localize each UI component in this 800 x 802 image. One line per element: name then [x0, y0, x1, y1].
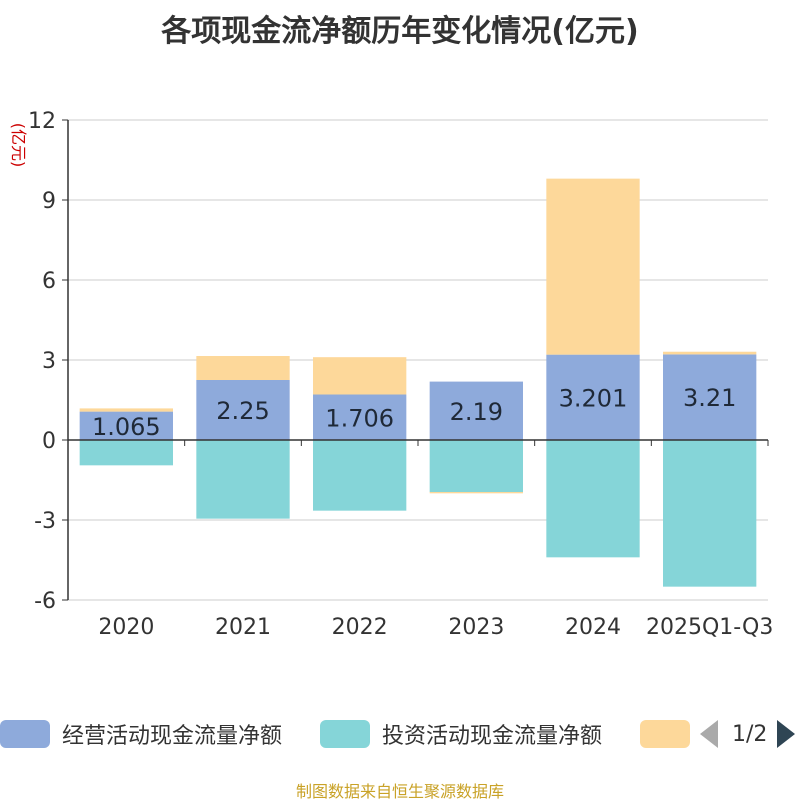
bar-2020-series0 — [79, 411, 173, 440]
source-note: 制图数据来自恒生聚源数据库 — [295, 782, 504, 801]
bar-2022-series0 — [313, 394, 407, 440]
bar-2023-series1 — [429, 440, 523, 492]
data-label-2024: 3.201 — [559, 384, 628, 412]
y-tick-label: 12 — [28, 109, 56, 134]
data-label-2020: 1.065 — [92, 413, 161, 441]
bar-2024-series0 — [546, 354, 640, 440]
y-tick-label: 0 — [42, 429, 56, 454]
bar-2020-series2 — [79, 408, 173, 412]
y-tick-label: -6 — [34, 589, 56, 614]
data-labels: 1.065 2.25 1.706 2.19 3.201 3.21 — [92, 384, 736, 441]
y-tick-label: 6 — [42, 269, 56, 294]
chart-title: 各项现金流净额历年变化情况(亿元) — [161, 14, 639, 49]
x-tick-label-2025Q1-Q3: 2025Q1-Q3 — [646, 615, 773, 640]
legend-item-investing[interactable]: 投资活动现金流量净额 — [320, 716, 602, 752]
legend-label-investing: 投资活动现金流量净额 — [382, 724, 603, 749]
data-label-2023: 2.19 — [450, 398, 503, 426]
legend-item-financing[interactable] — [640, 716, 702, 752]
legend: 经营活动现金流量净额 投资活动现金流量净额 1/2 — [0, 716, 800, 752]
x-tick-label-2022: 2022 — [332, 615, 388, 640]
legend-swatch-operating — [0, 720, 50, 748]
data-label-2025Q1-Q3: 3.21 — [683, 384, 736, 412]
chart-svg: -6 -3 0 3 6 9 12 2020 2021 2022 2023 2024 2025Q1-Q3 (… — [9, 109, 773, 640]
x-tick-label-2024: 2024 — [565, 615, 621, 640]
bar-2024-series1 — [546, 440, 640, 558]
grid-lines — [68, 119, 768, 601]
bars — [79, 178, 757, 587]
pager-prev-icon[interactable] — [700, 720, 718, 748]
bar-2025Q1-Q3-series1 — [663, 440, 757, 587]
x-tick-label-2023: 2023 — [448, 615, 504, 640]
data-label-2022: 1.706 — [325, 404, 394, 432]
legend-swatch-investing — [320, 720, 370, 748]
bar-2022-series1 — [313, 440, 407, 511]
bar-2024-series2 — [546, 178, 640, 355]
pager-text: 1/2 — [732, 721, 768, 747]
bar-2023-series2 — [429, 492, 523, 494]
bar-2020-series1 — [79, 440, 173, 466]
bar-2025Q1-Q3-series2 — [663, 351, 757, 355]
y-tick-label: -3 — [34, 509, 56, 534]
bar-2021-series1 — [196, 440, 290, 519]
bar-2023-series0 — [429, 381, 523, 440]
x-tick-label-2020: 2020 — [98, 615, 154, 640]
legend-swatch-financing — [640, 720, 690, 748]
axes: -6 -3 0 3 6 9 12 2020 2021 2022 2023 2024 2025Q1-Q3 (… — [9, 109, 773, 640]
bar-2022-series2 — [313, 357, 407, 395]
legend-label-operating: 经营活动现金流量净额 — [62, 724, 283, 749]
y-tick-label: 3 — [42, 349, 56, 374]
bar-2021-series2 — [196, 356, 290, 380]
bar-2025Q1-Q3-series0 — [663, 354, 757, 440]
data-label-2021: 2.25 — [216, 397, 269, 425]
legend-pager: 1/2 — [700, 716, 796, 752]
y-axis-label: (亿元) — [9, 123, 28, 168]
legend-item-operating[interactable]: 经营活动现金流量净额 — [0, 716, 282, 752]
y-tick-label: 9 — [42, 189, 56, 214]
x-tick-label-2021: 2021 — [215, 615, 271, 640]
bar-2021-series0 — [196, 380, 290, 440]
pager-next-icon[interactable] — [777, 720, 796, 748]
